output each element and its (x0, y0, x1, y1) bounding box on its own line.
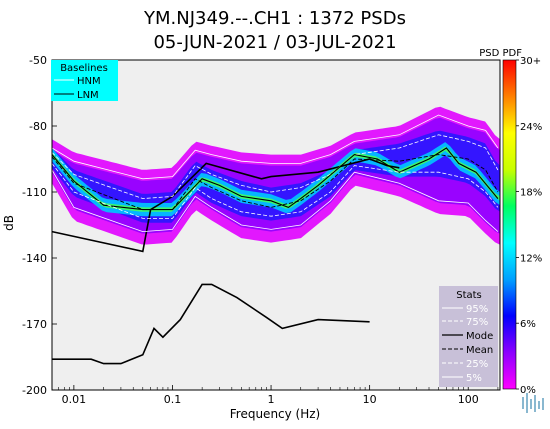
lnm-legend-label: LNM (77, 90, 99, 101)
hnm-legend-label: HNM (77, 76, 101, 87)
y-tick-label: -170 (22, 318, 47, 331)
mode-line (51, 147, 499, 211)
x-tick-label: 1 (268, 393, 275, 406)
75-percentile-line (51, 134, 499, 200)
waveform-logo (522, 393, 544, 413)
density-band-core (52, 142, 500, 217)
chart-title-line1: YM.NJ349.--.CH1 : 1372 PSDs (143, 8, 406, 29)
y-tick-label: -110 (22, 186, 47, 199)
axis-layer: 0.01 0.1 1 10 100 -50 -80 -110 -140 -170 -200 (22, 54, 499, 406)
colorbar-tick-label: 0% (520, 385, 536, 396)
x-tick-label: 0.01 (62, 393, 87, 406)
colorbar-tick-label: 30+ (520, 56, 541, 67)
baselines-legend-title: Baselines (60, 63, 108, 74)
colorbar (502, 59, 517, 390)
colorbar-tick-label: 24% (520, 122, 542, 133)
y-tick-label: -50 (29, 54, 47, 67)
logo-bar (522, 397, 524, 409)
5-percentile-line (51, 169, 499, 233)
stats-legend-box (439, 286, 498, 387)
stats-legend: Stats 95% 75% Mode Mean 25% 5% (439, 286, 498, 387)
x-tick-label: 10 (363, 393, 377, 406)
p25-legend-label: 25% (466, 359, 488, 370)
density-band-inner (52, 130, 500, 223)
mean-legend-label: Mean (466, 345, 493, 356)
p75-legend-label: 75% (466, 317, 488, 328)
hnm-line (51, 158, 400, 253)
x-tick-label: 100 (458, 393, 479, 406)
plot-frame (51, 59, 501, 391)
logo-bar (542, 398, 544, 410)
x-tick-label: 0.1 (164, 393, 182, 406)
logo-bar (530, 399, 532, 409)
y-axis-label: dB (2, 215, 16, 231)
logo-bar (538, 401, 540, 409)
x-axis-label: Frequency (Hz) (230, 407, 321, 421)
curve-layer (51, 114, 499, 365)
baselines-legend: Baselines HNM LNM (51, 60, 118, 101)
chart-title-line2: 05-JUN-2021 / 03-JUL-2021 (153, 32, 396, 53)
colorbar-tick-label: 18% (520, 188, 542, 199)
colorbar-title: PSD PDF (479, 48, 522, 59)
mean-line (51, 154, 499, 211)
mode-legend-label: Mode (466, 331, 493, 342)
p5-legend-label: 5% (466, 373, 482, 384)
colorbar-labels: 30+ 24% 18% 12% 6% 0% (516, 56, 542, 396)
95-percentile-line (51, 114, 499, 180)
y-tick-label: -200 (22, 384, 47, 397)
y-tick-label: -80 (29, 120, 47, 133)
p95-legend-label: 95% (466, 304, 488, 315)
logo-bar (534, 395, 536, 412)
y-tick-label: -140 (22, 252, 47, 265)
logo-bar (526, 393, 528, 413)
lnm-line (52, 283, 370, 365)
colorbar-tick-label: 12% (520, 253, 542, 264)
stats-legend-title: Stats (456, 290, 482, 301)
colorbar-tick-label: 6% (520, 319, 536, 330)
